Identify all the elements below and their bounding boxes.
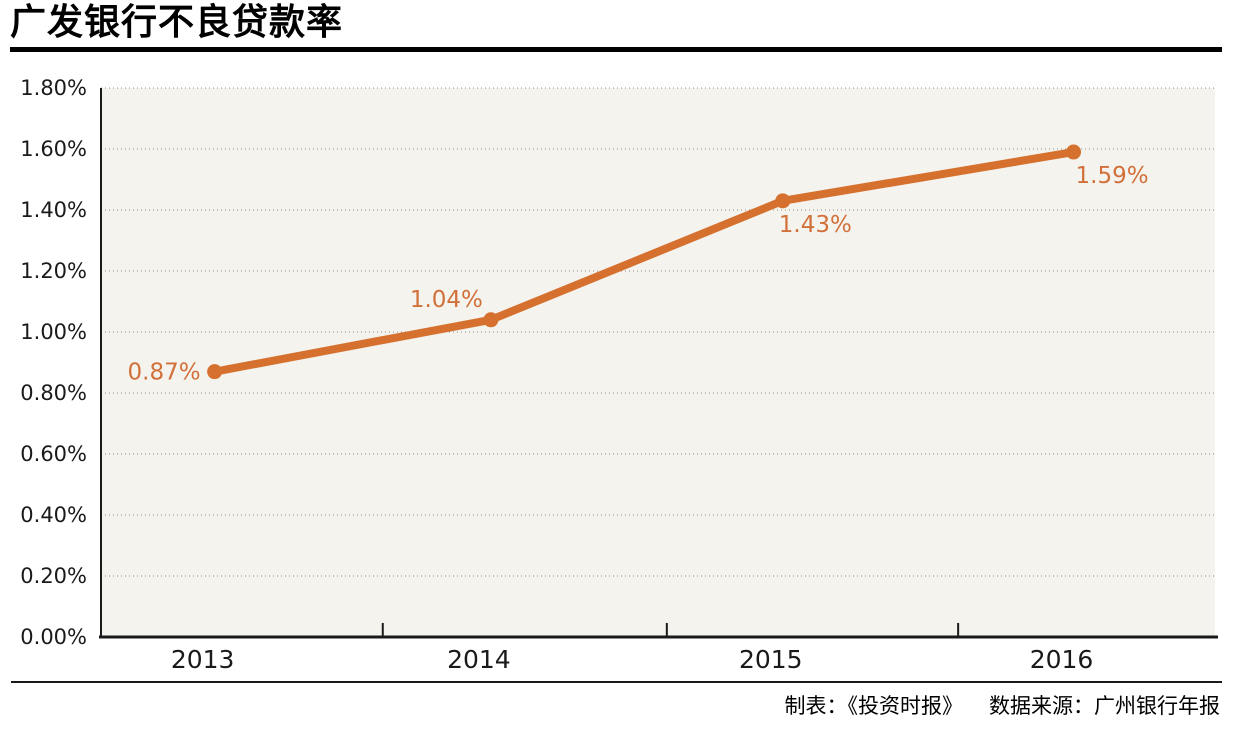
y-tick-label: 1.60% [20,137,87,161]
y-tick-label: 0.20% [20,564,87,588]
y-tick-label: 0.40% [20,503,87,527]
y-tick-label: 1.00% [20,320,87,344]
footer-divider [11,681,1222,683]
data-point [483,312,499,328]
data-source-text: 数据来源：广州银行年报 [989,694,1220,718]
data-point [775,193,791,209]
y-tick-label: 0.60% [20,442,87,466]
chart-footer: 制表：《投资时报》 数据来源：广州银行年报 [785,690,1221,720]
data-point [207,364,223,380]
data-point-label: 1.04% [410,287,483,313]
x-tick-label: 2016 [1030,645,1094,674]
y-tick-label: 1.40% [20,198,87,222]
plot-background [101,88,1215,637]
y-tick-label: 1.80% [20,76,87,100]
x-tick-label: 2014 [447,645,511,674]
data-point-label: 1.59% [1076,163,1149,189]
data-point-label: 0.87% [128,360,201,386]
y-tick-label: 0.00% [20,625,87,649]
x-tick-label: 2013 [171,645,235,674]
y-tick-label: 1.20% [20,259,87,283]
x-tick-label: 2015 [739,645,803,674]
chart-title: 广发银行不良贷款率 [10,2,344,43]
title-underline [10,47,1222,52]
data-point-label: 1.43% [779,212,852,238]
credit-text: 制表：《投资时报》 [784,694,964,718]
y-tick-label: 0.80% [20,381,87,405]
data-point [1066,144,1082,160]
data-line [210,148,1078,376]
